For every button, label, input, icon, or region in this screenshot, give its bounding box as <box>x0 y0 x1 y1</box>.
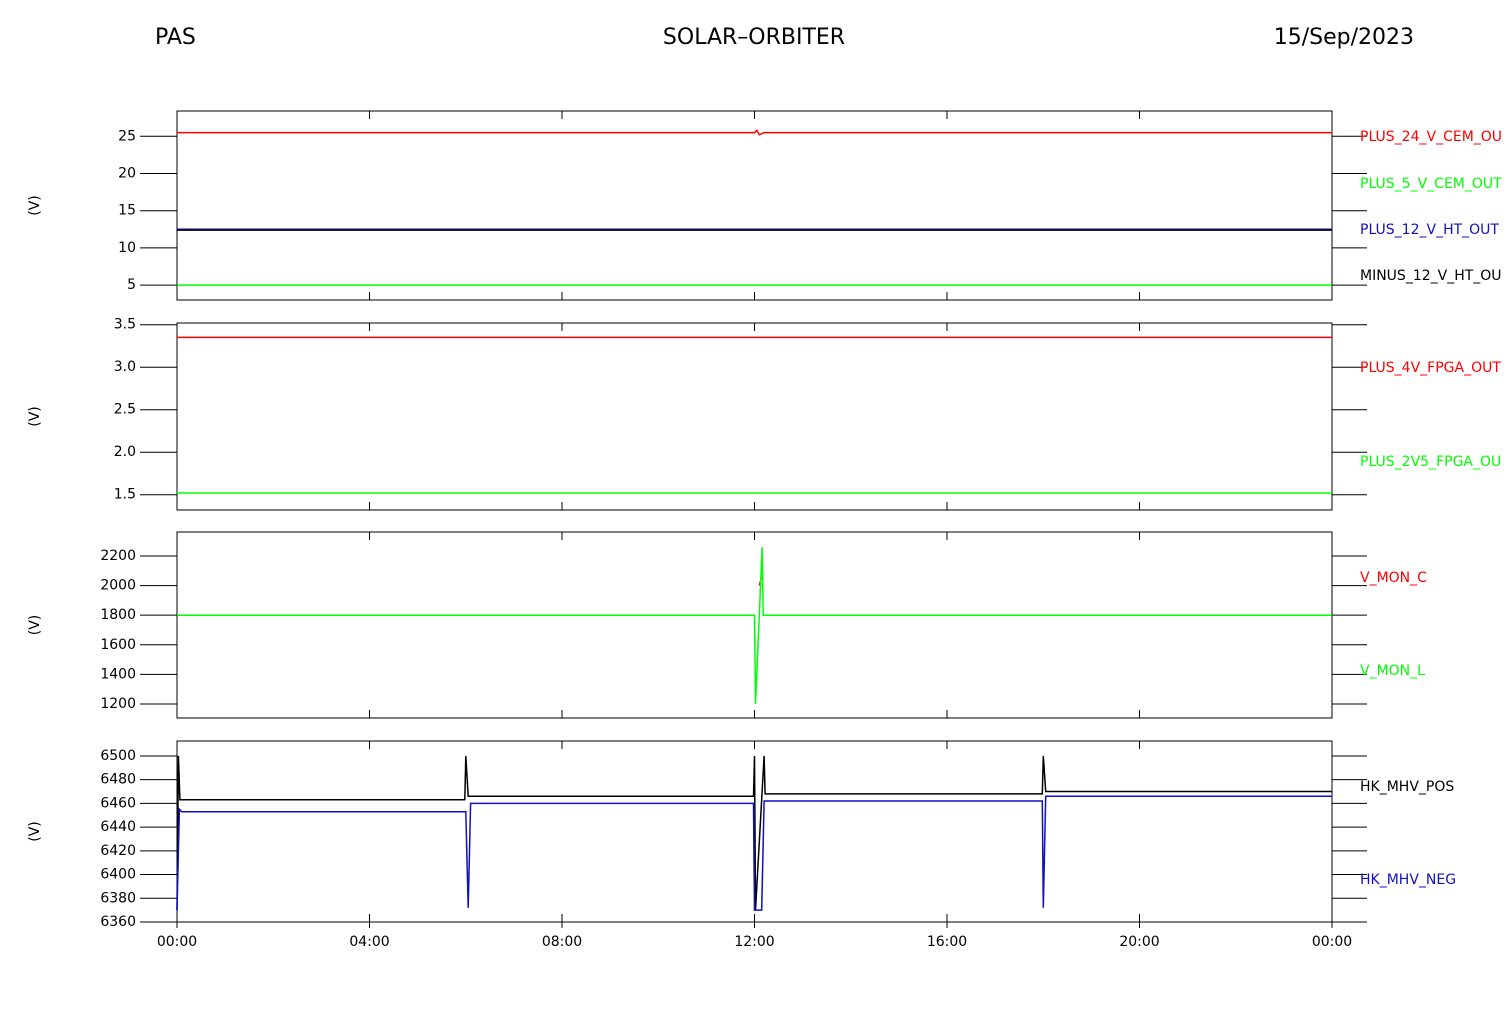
x-tick-label: 04:00 <box>349 934 389 950</box>
legend-entry: MINUS_12_V_HT_OU <box>1360 268 1502 284</box>
plot-frame <box>176 110 1333 301</box>
y-tick-label: 6420 <box>100 843 136 859</box>
x-tick-label: 16:00 <box>927 934 967 950</box>
y-tick-label: 10 <box>118 240 136 256</box>
y-tick-label: 25 <box>118 128 136 144</box>
y-tick-label: 5 <box>127 277 136 293</box>
y-tick-label: 2000 <box>100 578 136 594</box>
y-tick-label: 1.5 <box>114 487 136 503</box>
y-tick-label: 3.5 <box>114 317 136 333</box>
y-tick-label: 2200 <box>100 548 136 564</box>
legend-entry: V_MON_C <box>1360 570 1427 586</box>
x-tick-label: 12:00 <box>734 934 774 950</box>
x-tick-label: 08:00 <box>542 934 582 950</box>
legend-entry: PLUS_12_V_HT_OUT <box>1360 222 1499 238</box>
y-tick-label: 15 <box>118 203 136 219</box>
instrument-label: PAS <box>155 25 196 50</box>
y-tick-label: 6500 <box>100 748 136 764</box>
y-axis-label: (V) <box>27 615 43 636</box>
y-axis-label: (V) <box>27 406 43 427</box>
y-tick-label: 2.5 <box>114 402 136 418</box>
x-tick-label: 20:00 <box>1119 934 1159 950</box>
x-tick-label: 00:00 <box>1312 934 1352 950</box>
figure-title: SOLAR–ORBITER <box>663 25 845 50</box>
legend-entry: PLUS_4V_FPGA_OUT <box>1360 360 1501 376</box>
date-label: 15/Sep/2023 <box>1274 25 1414 50</box>
legend-entry: HK_MHV_POS <box>1360 779 1454 795</box>
legend-entry: HK_MHV_NEG <box>1360 872 1456 888</box>
legend-entry: PLUS_2V5_FPGA_OU <box>1360 454 1501 470</box>
y-tick-label: 3.0 <box>114 359 136 375</box>
y-axis-label: (V) <box>27 195 43 216</box>
series-line <box>176 755 1332 911</box>
legend-entry: PLUS_24_V_CEM_OU <box>1360 129 1502 145</box>
series-line <box>177 129 1332 136</box>
y-tick-label: 20 <box>118 166 136 182</box>
y-tick-label: 6480 <box>100 772 136 788</box>
y-axis-label: (V) <box>27 821 43 842</box>
y-tick-label: 1200 <box>100 696 136 712</box>
y-tick-label: 6460 <box>100 795 136 811</box>
y-tick-label: 2.0 <box>114 444 136 460</box>
y-tick-label: 6380 <box>100 890 136 906</box>
y-tick-label: 1600 <box>100 637 136 653</box>
y-tick-label: 6440 <box>100 819 136 835</box>
series-line <box>177 547 1332 704</box>
plot-frame <box>176 322 1333 511</box>
y-tick-label: 6400 <box>100 867 136 883</box>
y-tick-label: 1400 <box>100 666 136 682</box>
y-tick-label: 1800 <box>100 607 136 623</box>
legend-entry: PLUS_5_V_CEM_OUT <box>1360 176 1502 192</box>
y-tick-label: 6360 <box>100 914 136 930</box>
x-tick-label: 00:00 <box>157 934 197 950</box>
legend-entry: V_MON_L <box>1360 663 1425 679</box>
series-line <box>176 795 1332 911</box>
